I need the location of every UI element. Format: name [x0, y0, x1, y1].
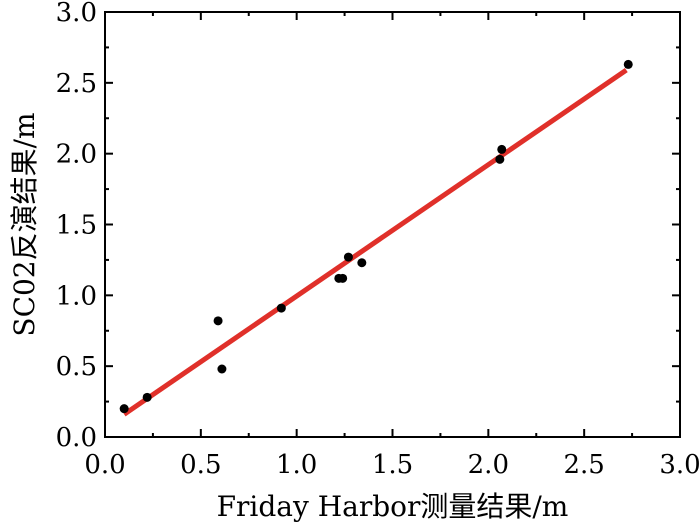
- fit-line: [122, 68, 628, 417]
- x-tick-label: 2.5: [563, 450, 604, 480]
- x-tick-label: 1.5: [372, 450, 413, 480]
- data-point: [217, 364, 227, 374]
- x-axis-title: Friday Harbor测量结果/m: [217, 490, 569, 523]
- y-tick-label: 1.0: [56, 281, 97, 311]
- data-point: [213, 316, 223, 326]
- y-tick-label: 0.5: [56, 352, 97, 382]
- y-tick-label: 2.5: [56, 69, 97, 99]
- data-point: [623, 59, 633, 69]
- plot-frame: [104, 11, 681, 438]
- data-point: [276, 303, 286, 313]
- y-tick-label: 0.0: [56, 423, 97, 453]
- axis-tick-labels: 0.0 0.5 1.0 1.5 2.0 2.5 3.0 0.0 0.5 1.0 1.5 2.0 2.5 3…: [56, 0, 700, 480]
- axis-ticks: [104, 11, 681, 438]
- data-point: [495, 154, 505, 164]
- data-point: [343, 252, 353, 262]
- data-point: [119, 404, 129, 414]
- x-tick-label: 0.0: [84, 450, 125, 480]
- y-tick-label: 2.0: [56, 140, 97, 170]
- data-points: [119, 59, 633, 414]
- data-point: [497, 144, 507, 154]
- y-tick-label: 3.0: [56, 0, 97, 28]
- x-tick-label: 1.0: [276, 450, 317, 480]
- data-point: [142, 392, 152, 402]
- y-axis-title: SC02反演结果/m: [8, 112, 41, 336]
- x-tick-label: 3.0: [659, 450, 700, 480]
- data-point: [338, 273, 348, 283]
- data-point: [357, 258, 367, 268]
- x-tick-label: 2.0: [468, 450, 509, 480]
- x-tick-label: 0.5: [180, 450, 221, 480]
- y-tick-label: 1.5: [56, 211, 97, 241]
